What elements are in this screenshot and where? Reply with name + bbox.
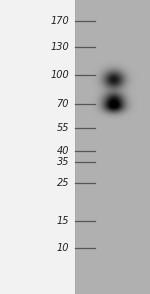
Text: 130: 130 — [50, 42, 69, 52]
Text: 25: 25 — [57, 178, 69, 188]
Text: 70: 70 — [57, 99, 69, 109]
Text: 15: 15 — [57, 216, 69, 226]
Text: 40: 40 — [57, 146, 69, 156]
Text: 10: 10 — [57, 243, 69, 253]
Text: 35: 35 — [57, 157, 69, 167]
Text: 55: 55 — [57, 123, 69, 133]
Bar — [0, 0, 75, 294]
Text: 170: 170 — [50, 16, 69, 26]
Text: 100: 100 — [50, 70, 69, 80]
